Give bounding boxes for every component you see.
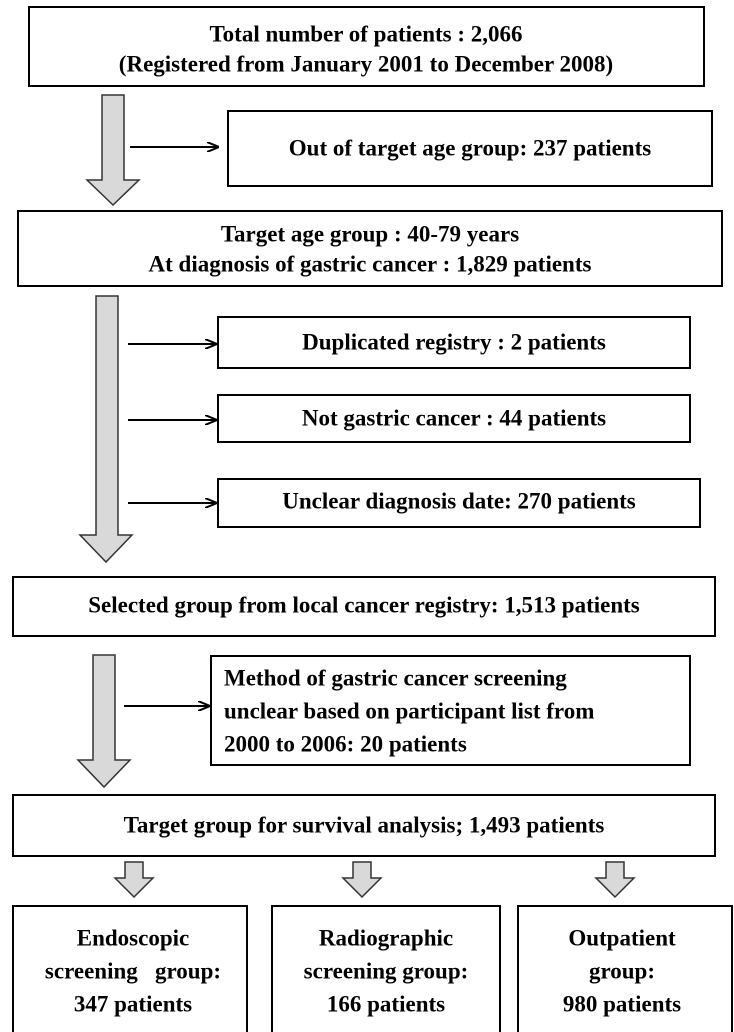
box-text: Not gastric cancer : 44 patients — [302, 405, 606, 430]
box — [210, 655, 691, 766]
box-text: screening group: — [45, 958, 221, 983]
box-text: 166 patients — [327, 991, 445, 1016]
box-text: Radiographic — [319, 925, 453, 950]
flow-arrow — [341, 861, 383, 899]
box-text: (Registered from January 2001 to Decembe… — [119, 51, 613, 76]
flow-arrow — [78, 295, 134, 564]
box-text: Target age group : 40-79 years — [221, 221, 519, 246]
box-text: Total number of patients : 2,066 — [209, 21, 522, 46]
box-text: Duplicated registry : 2 patients — [302, 329, 606, 354]
flow-arrow — [76, 654, 132, 789]
box-text: Target group for survival analysis; 1,49… — [124, 812, 605, 837]
box-text: Unclear diagnosis date: 270 patients — [282, 488, 636, 513]
box — [227, 110, 713, 187]
box — [217, 394, 691, 443]
flow-arrow — [594, 861, 636, 899]
box-text: 980 patients — [563, 991, 681, 1016]
box — [517, 905, 733, 1032]
box-text: 2000 to 2006: 20 patients — [224, 731, 467, 756]
box — [217, 316, 691, 369]
box-text: Selected group from local cancer registr… — [88, 592, 640, 617]
flow-arrow — [85, 94, 141, 207]
box — [12, 794, 716, 857]
box-text: group: — [589, 958, 655, 983]
box — [12, 576, 716, 637]
box — [271, 905, 501, 1032]
box — [12, 905, 248, 1032]
box — [28, 6, 705, 87]
flow-arrow — [113, 861, 155, 899]
box — [17, 210, 723, 287]
box — [217, 478, 701, 528]
box-text: 347 patients — [74, 991, 192, 1016]
box-text: screening group: — [304, 958, 469, 983]
box-text: At diagnosis of gastric cancer : 1,829 p… — [149, 251, 592, 276]
box-text: Method of gastric cancer screening — [224, 665, 567, 690]
box-text: unclear based on participant list from — [224, 698, 594, 723]
box-text: Endoscopic — [77, 925, 189, 950]
box-text: Outpatient — [568, 925, 676, 950]
box-text: Out of target age group: 237 patients — [289, 135, 651, 160]
